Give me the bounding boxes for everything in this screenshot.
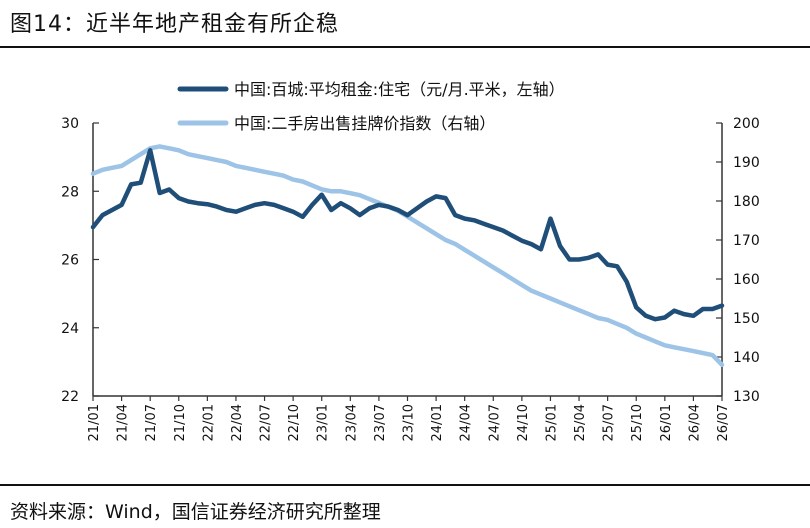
figure-title: 图14：近半年地产租金有所企稳 — [10, 12, 339, 37]
series-group — [90, 144, 725, 368]
x-tick-label: 25/01 — [544, 404, 559, 441]
x-tick-label: 22/10 — [287, 404, 302, 441]
y-right-tick-label: 130 — [733, 389, 760, 405]
x-tick-label: 24/07 — [487, 404, 502, 441]
y-right-tick-label: 190 — [733, 155, 760, 171]
x-tick-label: 21/04 — [116, 404, 131, 441]
legend-label: 中国:二手房出售挂牌价指数（右轴） — [234, 114, 495, 133]
x-tick-label: 24/01 — [430, 404, 445, 441]
listing-index-series-line — [90, 144, 725, 368]
y-right-tick-label: 140 — [733, 350, 760, 366]
y-right-tick-label: 170 — [733, 233, 760, 249]
figure-source: 资料来源：Wind，国信证券经济研究所整理 — [10, 501, 381, 523]
x-tick-label: 23/07 — [373, 404, 388, 441]
y-right-tick-label: 150 — [733, 311, 760, 327]
x-tick-label: 26/07 — [716, 404, 731, 441]
x-tick-label: 24/04 — [459, 404, 474, 441]
y-right-tick-label: 200 — [733, 116, 760, 132]
x-tick-label: 21/01 — [87, 404, 102, 441]
x-tick-label: 25/10 — [630, 404, 645, 441]
title-rule — [0, 46, 810, 48]
y-left-tick-label: 28 — [61, 184, 79, 200]
x-tick-label: 21/07 — [144, 404, 159, 441]
x-tick-label: 22/04 — [230, 404, 245, 441]
y-left-tick-label: 26 — [61, 253, 79, 269]
y-left-tick-label: 30 — [61, 116, 79, 132]
x-tick-label: 22/07 — [259, 404, 274, 441]
x-tick-label: 25/07 — [602, 404, 617, 441]
x-tick-label: 24/10 — [516, 404, 531, 441]
y-right-tick-label: 160 — [733, 272, 760, 288]
x-tick-label: 22/01 — [201, 404, 216, 441]
x-tick-label: 26/01 — [659, 404, 674, 441]
y-left-tick-label: 24 — [61, 321, 79, 337]
source-rule — [0, 484, 810, 486]
legend-label: 中国:百城:平均租金:住宅（元/月.平米，左轴） — [234, 80, 565, 99]
x-tick-label: 23/10 — [402, 404, 417, 441]
legend-group: 中国:百城:平均租金:住宅（元/月.平米，左轴） 中国:二手房出售挂牌价指数（右轴… — [177, 80, 565, 133]
y-left-tick-label: 22 — [61, 389, 79, 405]
x-tick-label: 21/10 — [173, 404, 188, 441]
x-tick-label: 26/04 — [687, 404, 702, 441]
rent-series-line — [90, 148, 725, 322]
axes-group: 22 24 26 28 30 130 140 150 160 170 180 190 200 21/01 2… — [61, 116, 760, 441]
y-right-tick-label: 180 — [733, 194, 760, 210]
x-tick-label: 23/04 — [344, 404, 359, 441]
x-tick-label: 23/01 — [316, 404, 331, 441]
x-tick-label: 25/04 — [573, 404, 588, 441]
